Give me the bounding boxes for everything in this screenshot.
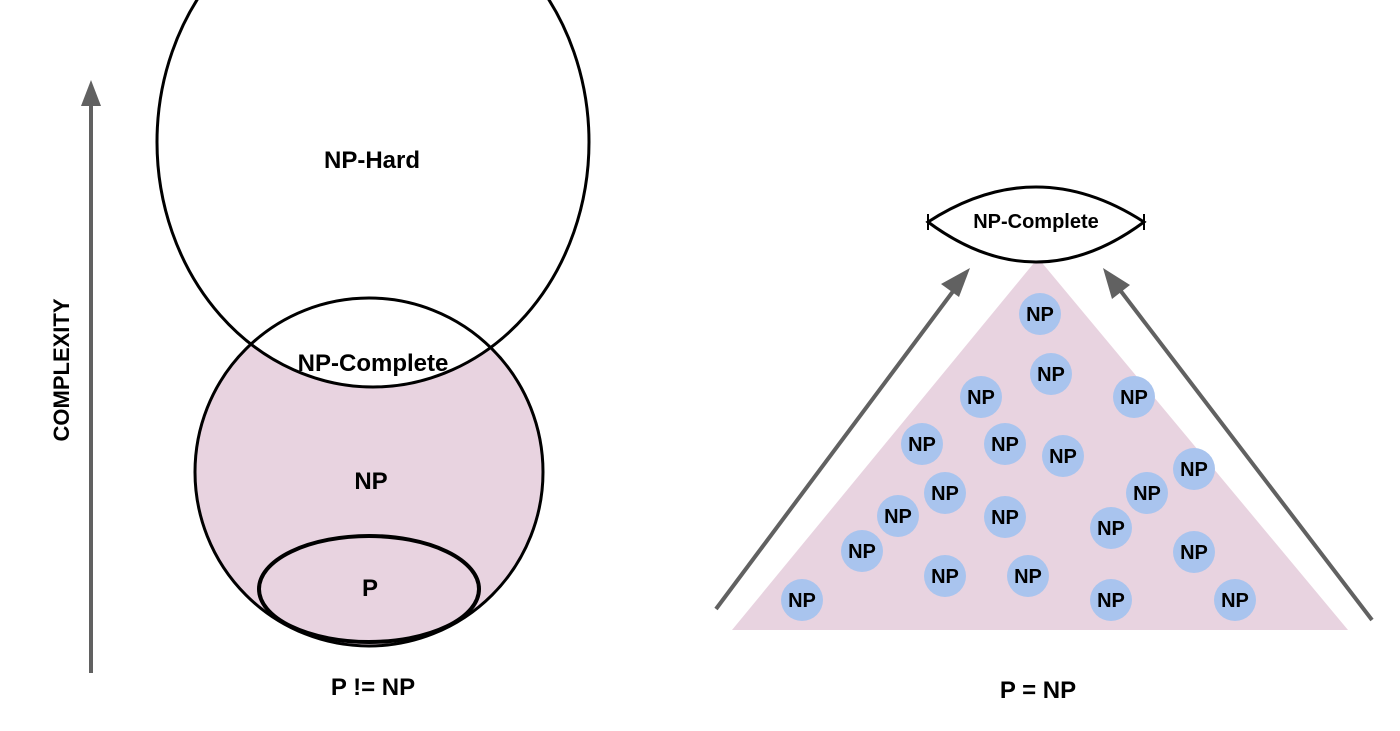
np-node <box>984 423 1026 465</box>
np-node <box>1113 376 1155 418</box>
np-node <box>781 579 823 621</box>
np-node-label: NP <box>931 483 959 505</box>
np-node-label: NP <box>1097 518 1125 540</box>
right-side-arrow-head <box>1103 268 1130 299</box>
np-node <box>901 423 943 465</box>
np-node <box>841 530 883 572</box>
p-ellipse <box>257 534 481 644</box>
np-node-label: NP <box>1037 364 1065 386</box>
p-not-equal-np-caption: P != NP <box>331 674 415 701</box>
np-node-label: NP <box>967 387 995 409</box>
np-node <box>924 472 966 514</box>
np-label: NP <box>354 468 387 495</box>
np-node <box>1090 579 1132 621</box>
np-node <box>877 495 919 537</box>
np-node-label: NP <box>788 590 816 612</box>
np-node-label: NP <box>1097 590 1125 612</box>
np-complete-intersection <box>195 298 543 387</box>
np-circle-outline <box>193 296 545 648</box>
np-node-label: NP <box>1221 590 1249 612</box>
np-node-label: NP <box>991 507 1019 529</box>
p-equals-np-caption: P = NP <box>1000 677 1076 704</box>
np-node <box>1126 472 1168 514</box>
np-node-label: NP <box>1133 483 1161 505</box>
complexity-axis-arrowhead <box>81 80 101 106</box>
right-side-arrow-line <box>1118 288 1374 622</box>
np-node-label: NP <box>1180 459 1208 481</box>
np-node <box>1173 448 1215 490</box>
p-label: P <box>362 575 378 602</box>
np-node-label: NP <box>908 434 936 456</box>
np-region-fill <box>195 298 543 646</box>
apex-np-complete-label: NP-Complete <box>973 211 1099 233</box>
np-node <box>1090 507 1132 549</box>
np-node-label: NP <box>1180 542 1208 564</box>
np-node-label: NP <box>1049 446 1077 468</box>
np-node-label: NP <box>931 566 959 588</box>
complexity-axis: COMPLEXITY <box>49 80 101 673</box>
np-node <box>924 555 966 597</box>
np-node-label: NP <box>884 506 912 528</box>
np-node <box>1007 555 1049 597</box>
np-node <box>1173 531 1215 573</box>
np-node <box>1030 353 1072 395</box>
np-node <box>1019 293 1061 335</box>
np-node <box>984 496 1026 538</box>
np-hard-label: NP-Hard <box>324 147 420 174</box>
np-complete-label: NP-Complete <box>298 350 449 377</box>
np-node <box>1214 579 1256 621</box>
np-node-label: NP <box>1014 566 1042 588</box>
np-node-label: NP <box>848 541 876 563</box>
np-node-label: NP <box>1120 387 1148 409</box>
np-node-label: NP <box>991 434 1019 456</box>
p-not-equal-np-diagram: NP-Hard NP-Complete NP P P != NP <box>155 0 591 701</box>
complexity-axis-label: COMPLEXITY <box>49 298 74 441</box>
np-node-group: NP NP NP NP NP NP NP NP NP NP NP NP NP NP NP NP NP NP NP NP <box>781 293 1256 621</box>
left-side-arrow-head <box>941 268 970 297</box>
np-node <box>1042 435 1084 477</box>
np-hard-ellipse <box>155 0 591 389</box>
left-side-arrow-line <box>714 288 956 611</box>
np-node-label: NP <box>1026 304 1054 326</box>
np-node <box>960 376 1002 418</box>
